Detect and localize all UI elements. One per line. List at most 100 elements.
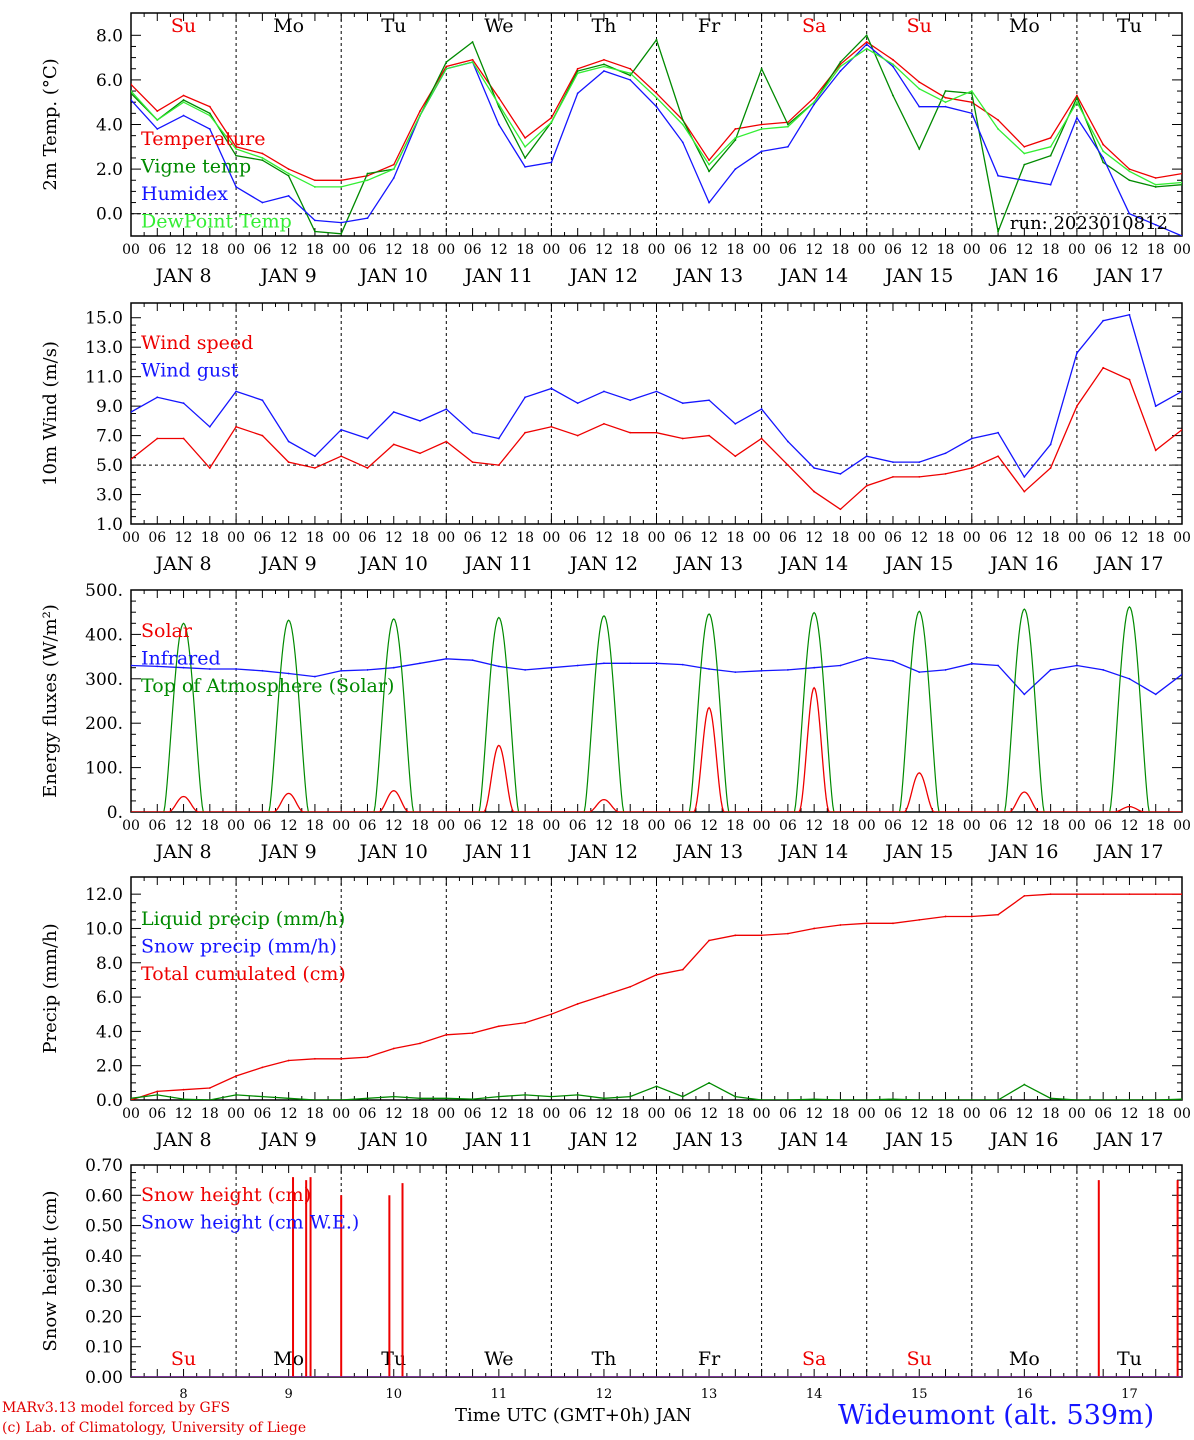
hour-tick-label: 06 [1094,818,1112,834]
hour-tick-label: 06 [674,530,692,546]
hour-tick-label: 12 [595,530,613,546]
data-point [287,440,290,443]
data-point [340,179,343,182]
data-point [655,390,658,393]
data-point [576,402,579,405]
hour-tick-label: 06 [674,1106,692,1122]
energy-plot-area [131,606,1182,812]
data-point [1049,136,1052,139]
data-point [944,1099,947,1100]
data-point [419,114,421,117]
y-tick-label: 0.40 [85,1247,123,1267]
data-point [576,92,579,95]
y-tick-label: 6.0 [96,71,123,91]
data-point [655,973,658,976]
hour-tick-label: 18 [1147,818,1165,834]
data-point [813,96,816,99]
data-point [261,669,264,672]
hour-tick-label: 18 [937,1106,955,1122]
data-point [1102,150,1105,153]
hour-tick-label: 18 [516,1106,534,1122]
date-label: JAN 8 [154,553,212,575]
hour-tick-label: 18 [621,1106,639,1122]
data-point [156,665,159,668]
data-point [681,663,684,666]
hour-tick-label: 06 [253,1106,271,1122]
y-tick-label: 8.0 [96,26,123,46]
hour-tick-label: 12 [910,530,928,546]
data-point [1154,693,1157,696]
data-point [892,94,894,97]
hour-tick-label: 18 [306,242,324,258]
y-axis-label: Snow height (cm) [40,1190,61,1351]
data-point [261,399,264,402]
hour-tick-label: 00 [858,530,876,546]
data-point [655,431,658,434]
hour-tick-label: 00 [122,242,140,258]
toa-solar-curve [793,611,835,812]
hour-tick-label: 18 [832,530,850,546]
day-number-label: 9 [285,1387,293,1402]
hour-tick-label: 00 [648,1106,666,1122]
data-point [445,657,448,660]
data-point [156,437,159,440]
hour-tick-label: 12 [490,530,508,546]
data-point [131,1097,132,1100]
data-point [734,934,737,937]
data-point [708,939,710,942]
hour-tick-label: 00 [542,1106,560,1122]
data-point [287,461,290,464]
data-point [419,1097,421,1100]
data-point [655,662,658,665]
data-point [1049,893,1052,896]
hour-tick-label: 06 [989,242,1007,258]
temp-panel: 0.0 2.0 4.0 6.0 8.0 2m Temp. (°C) 00 06 12 18 00 06… [40,12,1191,287]
hour-tick-label: 06 [674,242,692,258]
y-tick-label: 100. [85,759,123,779]
date-label: JAN 11 [463,841,533,863]
date-label: JAN 12 [568,553,638,575]
data-point [156,110,159,113]
wind-plot-area [131,313,1182,511]
day-number-label: 12 [596,1387,613,1402]
data-point [603,422,605,425]
hour-tick-label: 06 [464,530,482,546]
data-point [918,81,921,84]
hour-tick-label: 06 [989,530,1007,546]
data-point [1128,168,1131,171]
data-point [839,924,842,926]
data-point [655,92,658,95]
data-point [182,1098,185,1100]
date-label: JAN 11 [463,553,533,575]
hour-tick-label: 06 [1094,1106,1112,1122]
data-point [1154,183,1157,186]
hour-tick-label: 12 [700,530,718,546]
day-number-label: 14 [806,1387,823,1402]
data-point [813,1098,816,1100]
data-point [1076,893,1078,896]
data-point [970,112,973,115]
legend-entry: Temperature [141,128,265,150]
data-point [524,669,527,671]
data-point [1049,669,1052,671]
y-tick-label: 0.20 [85,1307,123,1327]
data-point [997,230,999,233]
date-label: JAN 14 [778,1129,848,1151]
data-point [182,99,185,101]
legend-entry: Liquid precip (mm/h) [141,908,345,930]
data-point [734,136,737,139]
data-point [497,437,500,440]
data-point [655,38,658,41]
data-point [182,437,185,440]
data-point [734,128,737,130]
hour-tick-label: 18 [1042,1106,1060,1122]
hour-tick-label: 12 [175,818,193,834]
data-point [1102,319,1105,322]
data-point [156,396,159,399]
hour-tick-label: 12 [1015,242,1033,258]
data-point [1128,1099,1131,1100]
data-point [892,65,894,68]
data-point [734,455,737,458]
hour-tick-label: 00 [122,818,140,834]
y-tick-label: 0.0 [96,1091,123,1111]
